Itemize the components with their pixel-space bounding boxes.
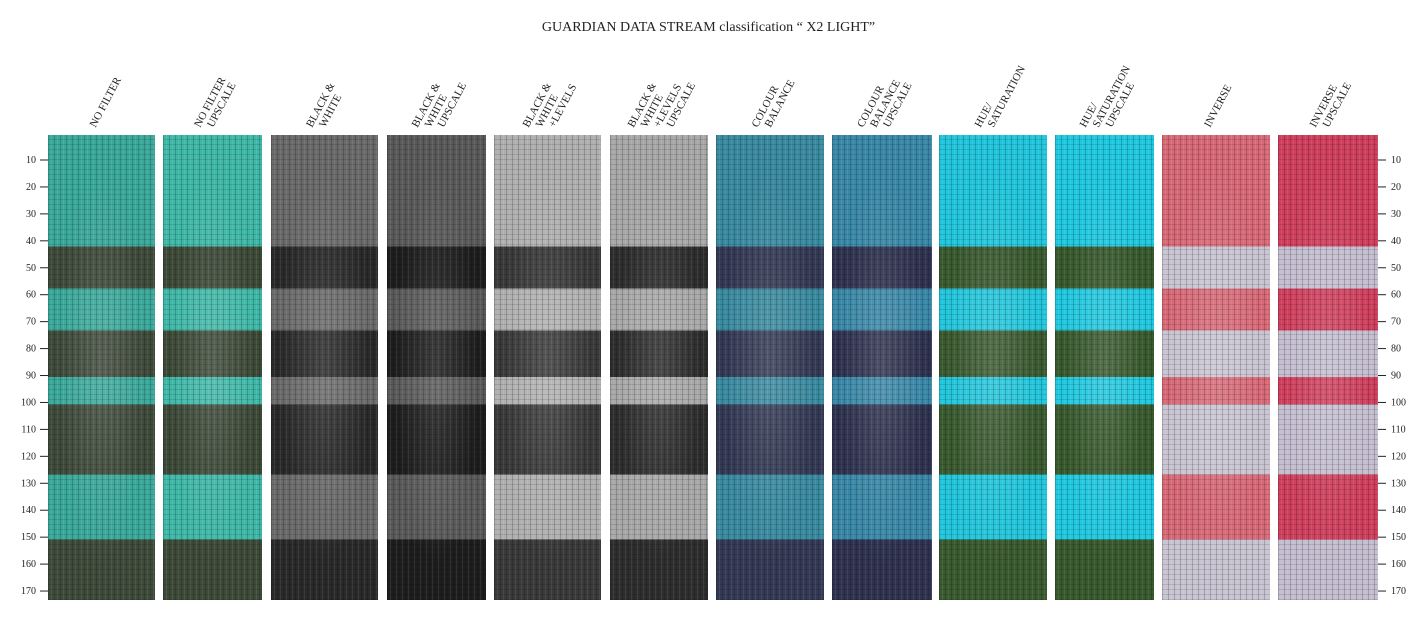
tick-label: 90 xyxy=(1391,371,1401,382)
tick-label: 160 xyxy=(21,559,36,570)
image-strip xyxy=(48,135,155,600)
tick-label: 100 xyxy=(1391,397,1406,408)
tick-label: 40 xyxy=(26,236,36,247)
image-strip xyxy=(494,135,601,600)
image-strip xyxy=(1162,135,1270,600)
tick-label: 140 xyxy=(1391,505,1406,516)
tick-label: 100 xyxy=(21,397,36,408)
tick-label: 40 xyxy=(1391,236,1401,247)
tick-label: 170 xyxy=(21,586,36,597)
tick-label: 50 xyxy=(1391,263,1401,274)
image-strip xyxy=(271,135,378,600)
image-strip xyxy=(163,135,262,600)
tick-label: 170 xyxy=(1391,586,1406,597)
tick-label: 120 xyxy=(21,451,36,462)
tick-label: 10 xyxy=(1391,155,1401,166)
title: GUARDIAN DATA STREAM classification “ X2… xyxy=(541,20,876,35)
tick-label: 50 xyxy=(26,263,36,274)
tick-label: 130 xyxy=(21,478,36,489)
tick-label: 60 xyxy=(1391,290,1401,301)
tick-label: 10 xyxy=(26,155,36,166)
tick-label: 130 xyxy=(1391,478,1406,489)
tick-label: 150 xyxy=(21,532,36,543)
tick-label: 120 xyxy=(1391,451,1406,462)
image-strip xyxy=(610,135,708,600)
tick-label: 80 xyxy=(26,344,36,355)
image-strip xyxy=(1278,135,1378,600)
column-label: INVERSE xyxy=(1202,83,1235,130)
tick-label: 140 xyxy=(21,505,36,516)
tick-label: 80 xyxy=(1391,344,1401,355)
column-label: NO FILTER xyxy=(88,75,125,130)
tick-label: 20 xyxy=(1391,182,1401,193)
tick-label: 110 xyxy=(21,424,36,435)
tick-label: 160 xyxy=(1391,559,1406,570)
image-strip xyxy=(716,135,824,600)
tick-label: 30 xyxy=(1391,209,1401,220)
tick-label: 110 xyxy=(1391,424,1406,435)
image-strip xyxy=(1055,135,1154,600)
tick-label: 70 xyxy=(1391,317,1401,328)
tick-label: 90 xyxy=(26,371,36,382)
image-strip xyxy=(387,135,486,600)
column-label: SATURATION xyxy=(986,64,1028,130)
tick-label: 70 xyxy=(26,317,36,328)
tick-label: 150 xyxy=(1391,532,1406,543)
image-strip xyxy=(939,135,1047,600)
image-strip xyxy=(832,135,932,600)
tick-label: 60 xyxy=(26,290,36,301)
tick-label: 20 xyxy=(26,182,36,193)
tick-label: 30 xyxy=(26,209,36,220)
